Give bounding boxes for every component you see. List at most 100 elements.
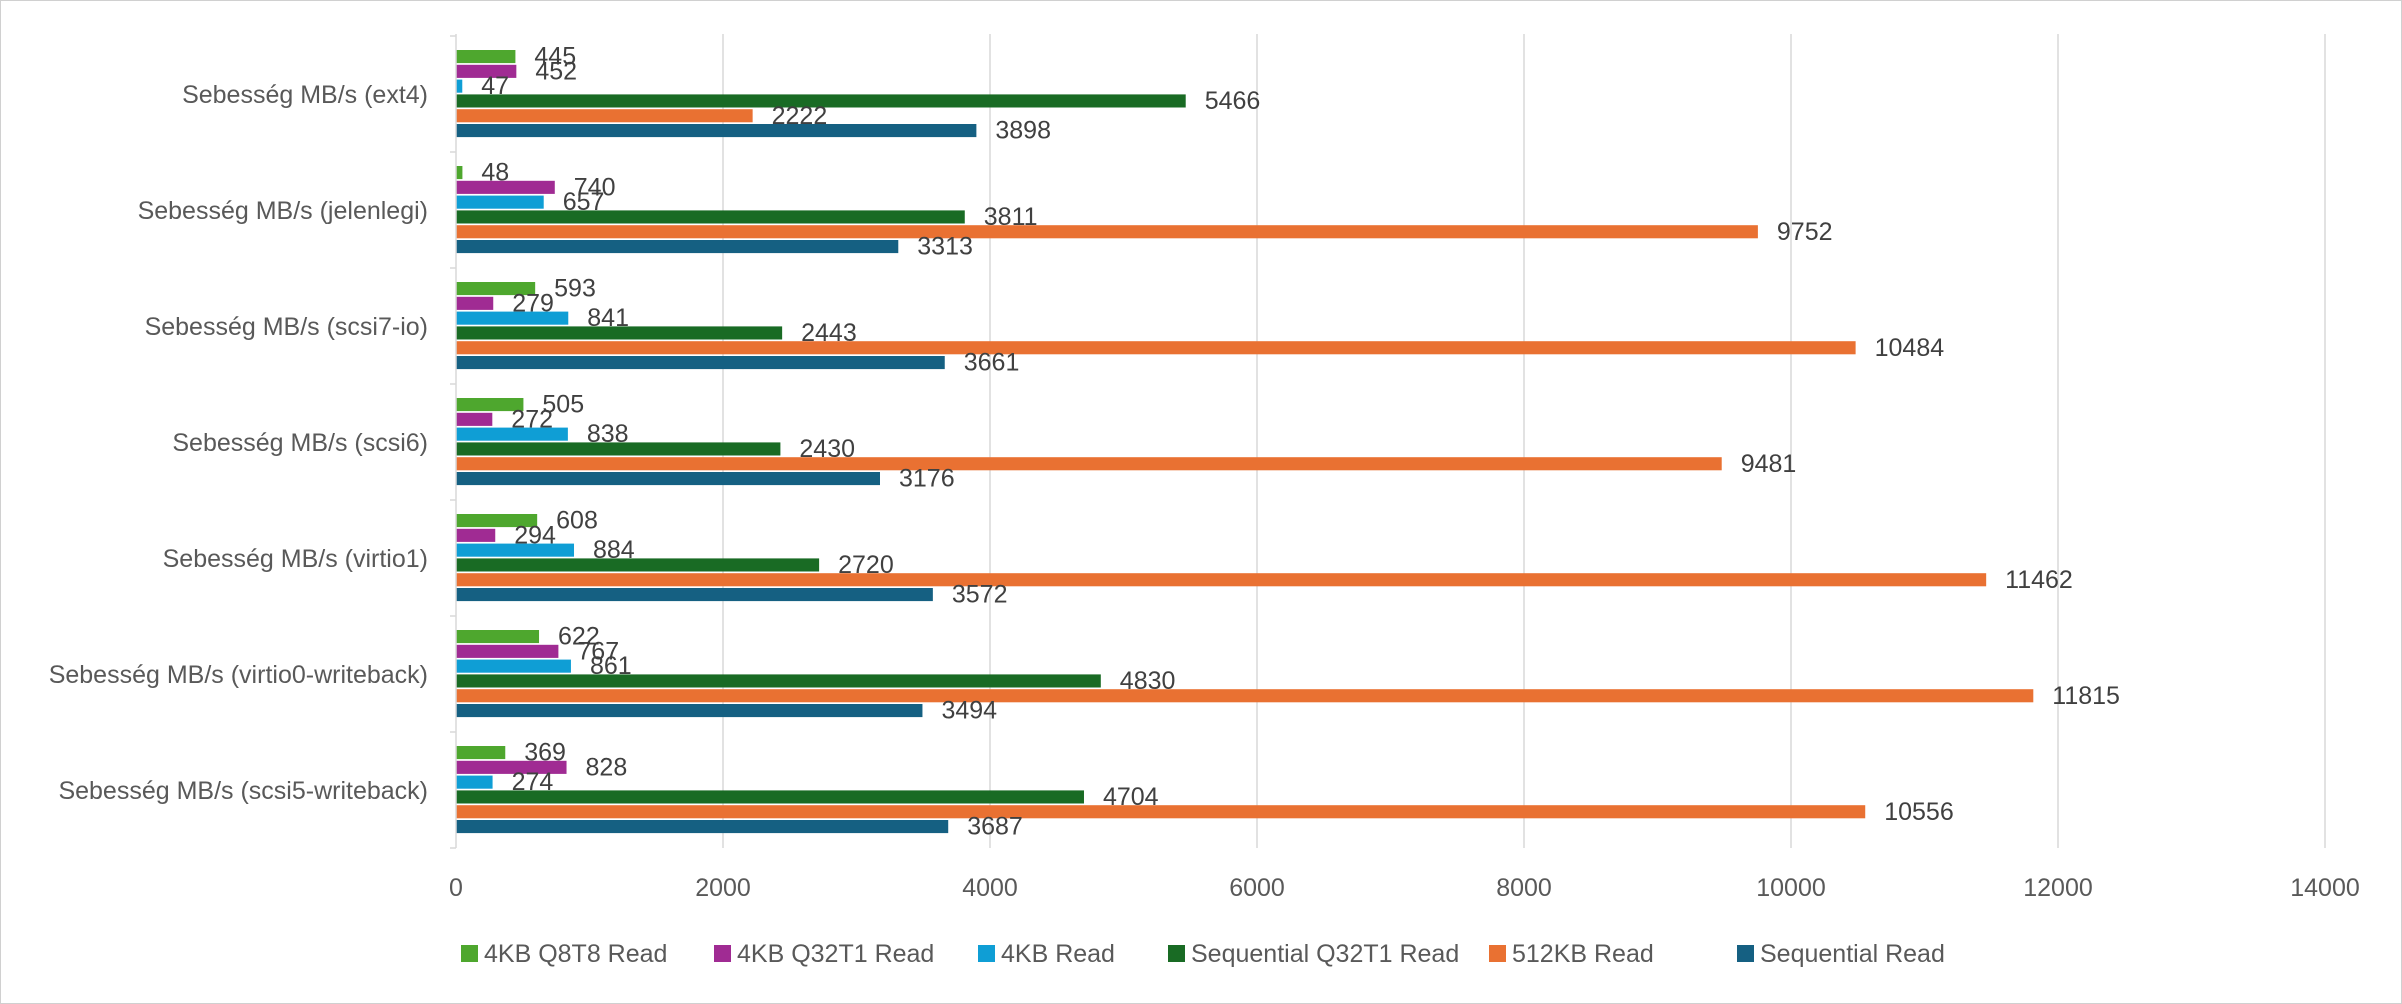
data-label: 10484 (1875, 334, 1945, 362)
bar-sequential-read (456, 588, 933, 602)
bar-512kb-read (456, 573, 1987, 587)
bar-4kb-read (456, 195, 544, 209)
category-label: Sebesség MB/s (scsi7-io) (145, 313, 428, 341)
data-label: 3811 (984, 203, 1038, 231)
bar-sequential-read (456, 240, 899, 254)
data-label: 2222 (772, 102, 828, 130)
x-tick-label: 0 (449, 874, 463, 902)
x-tick-label: 12000 (2023, 874, 2093, 902)
bar-4kb-q32t1-read (456, 64, 517, 78)
bar-sequential-q32t1-read (456, 558, 820, 572)
data-label: 47 (481, 72, 509, 100)
data-label: 838 (587, 420, 629, 448)
bar-4kb-q32t1-read (456, 412, 493, 426)
category-label: Sebesség MB/s (ext4) (182, 81, 428, 109)
bar-sequential-q32t1-read (456, 442, 781, 456)
bar-512kb-read (456, 457, 1722, 471)
data-label: 884 (593, 536, 635, 564)
legend-swatch-512kb-read (1489, 945, 1506, 962)
data-label: 3313 (917, 233, 973, 261)
legend-swatch-sequential-q32t1-read (1168, 945, 1185, 962)
bar-4kb-read (456, 659, 571, 673)
data-label: 2430 (799, 435, 855, 463)
bar-sequential-q32t1-read (456, 94, 1186, 108)
legend: 4KB Q8T8 Read 4KB Q32T1 Read 4KB Read Seque… (461, 940, 1945, 968)
bar-4kb-q8t8-read (456, 50, 516, 64)
x-tick-label: 6000 (1229, 874, 1285, 902)
gridlines (722, 34, 2326, 848)
x-tick-label: 2000 (695, 874, 751, 902)
data-label: 828 (586, 753, 628, 781)
data-label: 657 (563, 188, 605, 216)
bar-sequential-q32t1-read (456, 210, 965, 224)
category-label: Sebesség MB/s (scsi5-writeback) (58, 777, 428, 805)
data-label: 740 (574, 173, 616, 201)
legend-label: 512KB Read (1512, 940, 1654, 968)
data-label: 279 (512, 289, 554, 317)
bar-512kb-read (456, 689, 2034, 703)
category-label: Sebesség MB/s (jelenlegi) (138, 197, 428, 225)
data-label: 3687 (967, 813, 1023, 841)
data-label: 9481 (1741, 450, 1797, 478)
data-label: 593 (554, 275, 596, 303)
legend-label: Sequential Q32T1 Read (1191, 940, 1459, 968)
data-label: 272 (511, 405, 553, 433)
data-label: 11815 (2052, 682, 2120, 710)
legend-swatch-4kb-q8t8-read (461, 945, 478, 962)
bar-4kb-q32t1-read (456, 180, 555, 194)
bar-sequential-read (456, 472, 880, 486)
x-tick-label: 4000 (962, 874, 1018, 902)
data-label: 767 (577, 637, 619, 665)
bar-4kb-read (456, 427, 568, 441)
data-label: 11462 (2005, 566, 2073, 594)
data-label: 10556 (1884, 798, 1954, 826)
bar-512kb-read (456, 109, 753, 123)
data-label: 274 (512, 768, 554, 796)
bar-4kb-q8t8-read (456, 630, 540, 644)
data-label: 4704 (1103, 783, 1159, 811)
bar-4kb-read (456, 543, 575, 557)
legend-label: Sequential Read (1760, 940, 1945, 968)
data-label: 4830 (1120, 667, 1176, 695)
bar-sequential-q32t1-read (456, 326, 783, 340)
data-label: 861 (590, 652, 632, 680)
bar-4kb-read (456, 311, 569, 325)
data-label: 3176 (899, 465, 955, 493)
bar-sequential-q32t1-read (456, 674, 1101, 688)
bar-4kb-read (456, 79, 463, 93)
category-label: Sebesség MB/s (virtio1) (163, 545, 428, 573)
bar-512kb-read (456, 225, 1758, 239)
legend-label: 4KB Q32T1 Read (737, 940, 934, 968)
data-label: 622 (558, 623, 600, 651)
x-tick-label: 10000 (1756, 874, 1826, 902)
data-label: 5466 (1205, 87, 1261, 115)
data-label: 608 (556, 507, 598, 535)
bar-4kb-q8t8-read (456, 282, 536, 296)
data-label: 3494 (941, 697, 997, 725)
x-tick-label: 8000 (1496, 874, 1552, 902)
legend-label: 4KB Read (1001, 940, 1115, 968)
bar-512kb-read (456, 805, 1866, 819)
bar-sequential-read (456, 124, 977, 138)
data-label: 369 (524, 739, 566, 767)
data-label: 294 (514, 521, 556, 549)
bars (456, 50, 2034, 834)
bar-sequential-read (456, 356, 945, 370)
axes: 0 2000 4000 6000 8000 10000 12000 14000 Sebesség… (49, 34, 2360, 902)
bar-4kb-q8t8-read (456, 514, 538, 528)
legend-swatch-sequential-read (1737, 945, 1754, 962)
bar-sequential-q32t1-read (456, 790, 1084, 804)
legend-swatch-4kb-read (978, 945, 995, 962)
bar-4kb-q32t1-read (456, 760, 567, 774)
bar-4kb-q32t1-read (456, 528, 496, 542)
x-tick-label: 14000 (2290, 874, 2360, 902)
data-label: 2443 (801, 319, 857, 347)
bar-4kb-q8t8-read (456, 746, 506, 760)
data-label: 3572 (952, 581, 1008, 609)
data-label: 3898 (995, 117, 1051, 145)
data-label: 445 (534, 43, 576, 71)
data-label: 2720 (838, 551, 894, 579)
